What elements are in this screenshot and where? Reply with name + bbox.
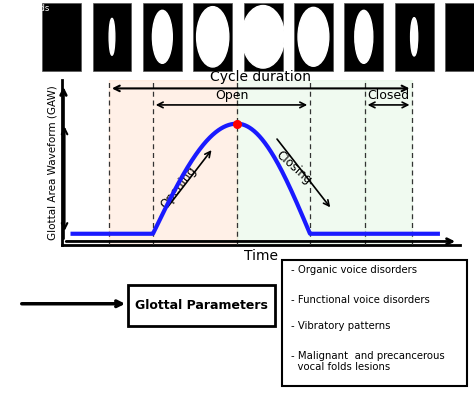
- Bar: [109, 80, 237, 245]
- X-axis label: Time: Time: [244, 249, 278, 263]
- Bar: [128, 285, 275, 326]
- Bar: [395, 3, 434, 71]
- Y-axis label: Glottal Area Waveform (GAW): Glottal Area Waveform (GAW): [47, 85, 57, 240]
- Bar: [92, 3, 131, 71]
- Text: - Malignant  and precancerous
  vocal folds lesions: - Malignant and precancerous vocal folds…: [291, 351, 444, 373]
- Bar: [365, 80, 412, 245]
- Bar: [294, 3, 333, 71]
- Ellipse shape: [242, 6, 284, 68]
- Text: Open: Open: [215, 89, 248, 101]
- Text: Closed: Closed: [367, 89, 410, 101]
- Ellipse shape: [109, 18, 115, 55]
- Text: Vocal-Folds
contours: Vocal-Folds contours: [2, 4, 51, 23]
- Text: - Organic voice disorders: - Organic voice disorders: [291, 265, 417, 275]
- Ellipse shape: [197, 7, 229, 67]
- Bar: [237, 80, 365, 245]
- Text: Cycle duration: Cycle duration: [210, 70, 311, 84]
- Bar: [445, 3, 474, 71]
- Bar: [282, 259, 467, 386]
- Bar: [143, 3, 182, 71]
- Bar: [344, 3, 383, 71]
- Text: - Vibratory patterns: - Vibratory patterns: [291, 322, 390, 332]
- Text: - Functional voice disorders: - Functional voice disorders: [291, 295, 429, 305]
- Text: Glottal Parameters: Glottal Parameters: [135, 299, 268, 312]
- Bar: [42, 3, 81, 71]
- Bar: [244, 3, 283, 71]
- Ellipse shape: [298, 7, 329, 66]
- Ellipse shape: [410, 18, 418, 56]
- Text: Opening: Opening: [158, 164, 199, 211]
- Bar: [193, 3, 232, 71]
- Ellipse shape: [152, 10, 173, 63]
- Text: Closing: Closing: [273, 148, 314, 187]
- Ellipse shape: [355, 10, 373, 63]
